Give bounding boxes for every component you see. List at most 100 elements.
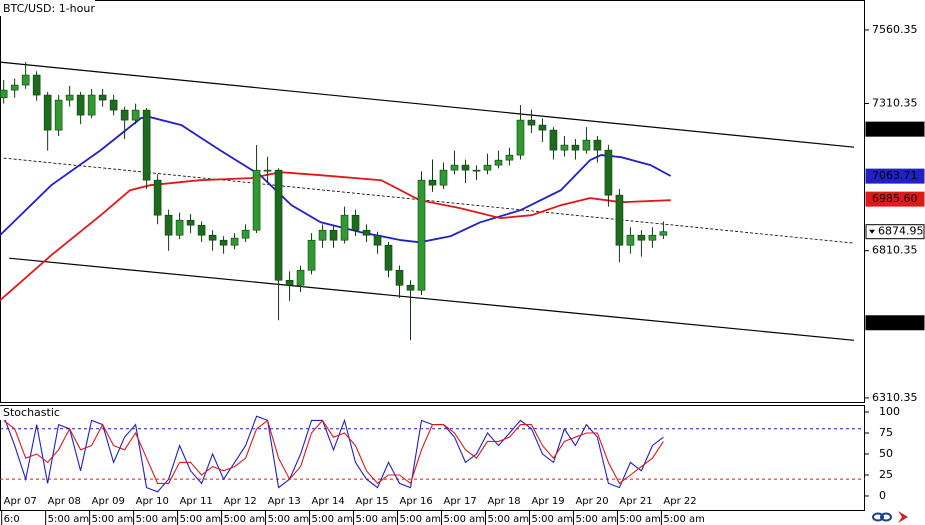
x-tick-label: Apr 19 [531,496,564,507]
stochastic-panel [0,405,865,511]
candle-body [604,149,613,196]
x-tick-label-time: 5:00 am [400,514,442,525]
title-box [0,0,95,16]
moving-average [0,171,671,301]
candle-body [230,237,239,246]
price-label: 7223.29 [872,122,918,135]
candle-body [208,234,217,241]
stoch-y-tick-label: 0 [879,489,886,502]
y-tick-label: 6810.35 [872,244,918,257]
x-tick-label-time: 5:00 am [48,514,90,525]
plot-layer: 7560.35 7310.35 6810.35 6310.35 7223.29 7063.… [0,23,925,525]
x-tick-label-time: 5:00 am [268,514,310,525]
candle-body [274,169,283,281]
candle-body [461,164,470,171]
y-tick-label: 7560.35 [872,23,918,36]
x-tick-label-time: 5:00 am [224,514,266,525]
stochastic-title-box [0,406,58,420]
candle-body [307,239,316,271]
candle-body [65,94,74,101]
x-tick-label: Apr 16 [400,496,433,507]
price-label: 6874.95 [878,225,924,238]
stoch-line [3,415,664,493]
candle-body [615,194,624,246]
candle-body [43,94,52,131]
candle-body [527,119,536,126]
x-tick-label: Apr 17 [443,496,476,507]
price-label-arrow [869,229,875,234]
stoch-line [3,419,664,485]
x-tick-label-time: 5:00 am [356,514,398,525]
candle-body [98,94,107,101]
candle-body [10,84,19,91]
candle-body [538,124,547,131]
candle-body [164,214,173,236]
candle-body [362,229,371,236]
x-tick-label-time: 5:00 am [619,514,661,525]
candle-body [582,139,591,151]
x-tick-label: Apr 18 [487,496,520,507]
stoch-y-tick-label: 100 [879,405,900,418]
x-tick-label: Apr 22 [663,496,696,507]
candle-body [483,164,492,171]
candle-body [395,269,404,286]
candle-body [494,159,503,166]
arrow-icon[interactable] [898,511,908,523]
candle-body [219,239,228,246]
candle-body [285,279,294,286]
candle-body [637,234,646,241]
candle-body [571,144,580,151]
stochastic-title: Stochastic [3,406,60,419]
x-tick-label-time: 5:00 am [663,514,705,525]
candle-body [120,109,129,121]
candle-body [131,109,140,121]
candle-body [21,74,30,86]
candle-body [340,214,349,241]
candle-body [593,139,602,151]
x-tick-label-time: 5:00 am [443,514,485,525]
stoch-y-tick-label: 50 [879,447,893,460]
candle-body [175,219,184,236]
y-tick-label: 6310.35 [872,391,918,404]
x-tick-label-time: 5:00 am [312,514,354,525]
link-icon[interactable] [872,512,892,522]
price-label-box [865,315,925,331]
x-tick-label-time: 5:00 am [180,514,222,525]
channel-line [0,61,855,148]
candle-body [296,269,305,286]
candle-body [549,129,558,151]
price-label: 6565.56 [872,316,918,329]
x-tick-label: Apr 21 [619,496,652,507]
price-label: 6985.60 [872,192,918,205]
x-tick-label-time: 5:00 am [575,514,617,525]
price-label: 7063.71 [872,169,918,182]
candle-body [197,224,206,236]
price-label-box [865,191,925,207]
candle-body [109,99,118,111]
x-tick-label: Apr 14 [312,496,345,507]
x-tick-label: Apr 10 [136,496,169,507]
candle-body [439,169,448,186]
candle-body [76,94,85,116]
candle-body [87,94,96,116]
x-tick-label: Apr 09 [92,496,125,507]
x-tick-label: Apr 20 [575,496,608,507]
x-tick-label: Apr 08 [48,496,81,507]
candle-body [659,231,668,236]
candle-body [516,119,525,156]
toolbar-icons [872,511,908,523]
price-panel [0,0,865,403]
x-tick-label: Apr 12 [224,496,257,507]
x-tick-label-time: 5:00 am [136,514,178,525]
candle-body [417,179,426,291]
candle-body [560,144,569,151]
x-tick-label-time: 5:00 am [531,514,573,525]
candle-body [318,229,327,241]
candle-body [252,169,261,231]
candle-body [428,179,437,186]
candle-body [54,99,63,131]
price-label-box [865,224,925,240]
chart-title: BTC/USD: 1-hour [3,2,95,15]
candle-body [384,244,393,271]
